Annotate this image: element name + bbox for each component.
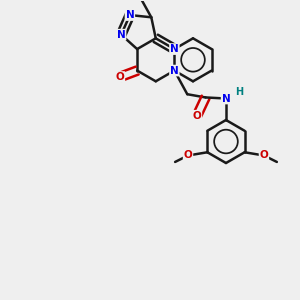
Text: O: O xyxy=(116,72,124,82)
Text: N: N xyxy=(170,66,179,76)
Text: H: H xyxy=(235,87,243,97)
Text: N: N xyxy=(125,10,134,20)
Text: N: N xyxy=(222,94,230,103)
Text: O: O xyxy=(193,111,201,121)
Text: N: N xyxy=(170,44,179,54)
Text: N: N xyxy=(117,30,125,40)
Text: O: O xyxy=(260,151,268,160)
Text: O: O xyxy=(184,151,192,160)
